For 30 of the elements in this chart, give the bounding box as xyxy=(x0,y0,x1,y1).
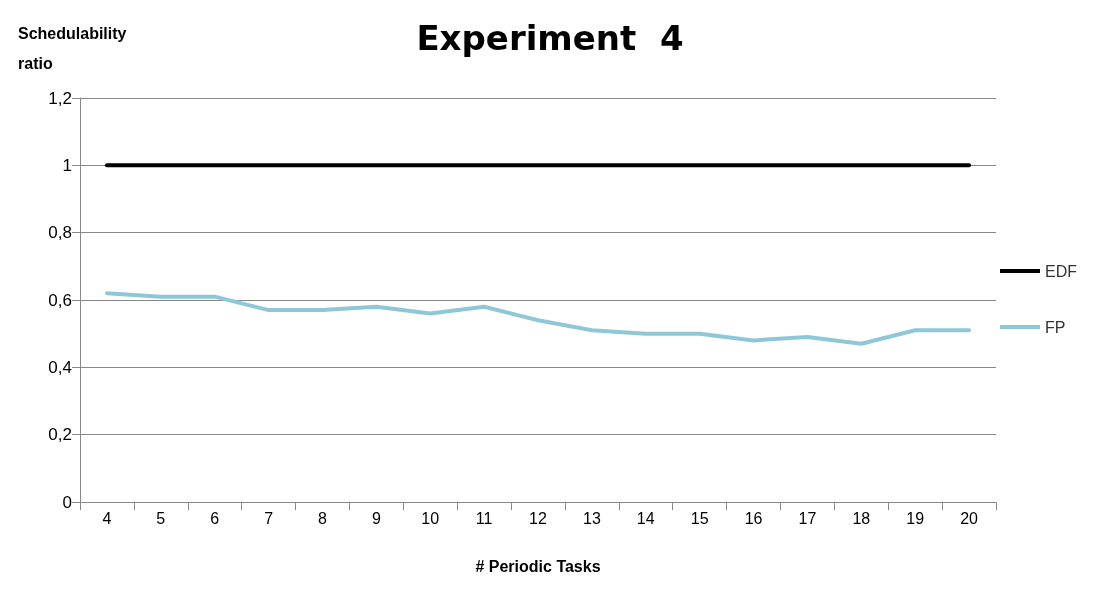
x-tick-label: 13 xyxy=(582,509,601,527)
y-axis-title: Schedulability ratio xyxy=(18,24,127,72)
x-tick-label: 16 xyxy=(744,509,763,527)
x-tick-label: 4 xyxy=(102,509,112,527)
x-tick-label: 14 xyxy=(636,509,655,527)
x-tick-label: 7 xyxy=(264,509,274,527)
x-tick-label: 17 xyxy=(798,509,817,527)
legend-label: EDF xyxy=(1045,262,1078,280)
x-tick-label: 12 xyxy=(529,509,547,527)
y-tick-label: 0,6 xyxy=(48,290,72,310)
legend-label: FP xyxy=(1045,318,1066,336)
x-tick-label: 8 xyxy=(318,509,328,527)
x-tick-label: 9 xyxy=(371,509,381,527)
y-tick-label: 1,2 xyxy=(48,88,72,108)
x-tick-label: 18 xyxy=(852,509,871,527)
x-tick-label: 6 xyxy=(210,509,220,527)
x-axis-title: # Periodic Tasks xyxy=(475,557,601,575)
x-tick-label: 5 xyxy=(156,509,166,527)
x-tick-label: 10 xyxy=(421,509,440,527)
x-tick-label: 19 xyxy=(906,509,925,527)
x-tick-label: 20 xyxy=(960,509,979,527)
y-tick-label: 0,2 xyxy=(48,425,72,445)
x-tick-label: 11 xyxy=(475,509,493,527)
chart-title: Experiment 4 xyxy=(416,18,684,58)
y-tick-label: 0,4 xyxy=(48,357,72,377)
x-tick-label: 15 xyxy=(690,509,709,527)
y-tick-label: 0 xyxy=(62,492,72,512)
line-series xyxy=(104,291,972,346)
y-tick-label: 0,8 xyxy=(48,223,72,243)
y-tick-label: 1 xyxy=(62,155,72,175)
